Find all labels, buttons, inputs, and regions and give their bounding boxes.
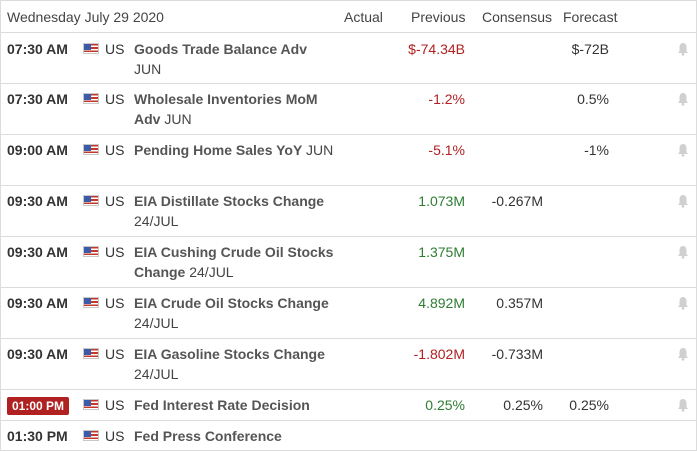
event-row[interactable]: 09:30 AM US EIA Gasoline Stocks Change 24/…	[1, 339, 696, 390]
event-row[interactable]: 07:30 AM US Wholesale Inventories MoM Adv …	[1, 84, 696, 135]
event-country: US	[105, 142, 125, 158]
us-flag-icon	[83, 144, 99, 155]
bell-icon[interactable]	[677, 347, 689, 361]
bell-icon[interactable]	[677, 398, 689, 412]
event-period: JUN	[164, 111, 192, 127]
event-period: 24/JUL	[134, 366, 179, 382]
event-period: JUN	[305, 142, 334, 158]
event-name: EIA Cushing Crude Oil Stocks Change	[134, 244, 334, 280]
event-previous: 1.375M	[418, 244, 465, 260]
bell-icon[interactable]	[677, 92, 689, 106]
bell-icon[interactable]	[677, 296, 689, 310]
calendar-header: Wednesday July 29 2020 Actual Previous C…	[1, 1, 696, 33]
event-name: Goods Trade Balance Adv	[134, 41, 307, 57]
event-consensus: -0.733M	[491, 346, 543, 362]
event-period: 24/JUL	[134, 315, 179, 331]
event-country: US	[105, 346, 125, 362]
event-row[interactable]: 09:30 AM US EIA Cushing Crude Oil Stocks C…	[1, 237, 696, 288]
event-name: Fed Interest Rate Decision	[134, 397, 310, 413]
header-actual: Actual	[344, 9, 383, 25]
event-consensus: -0.267M	[491, 193, 543, 209]
us-flag-icon	[83, 430, 99, 441]
event-title[interactable]: EIA Cushing Crude Oil Stocks Change 24/J…	[134, 242, 334, 282]
event-row[interactable]: 01:00 PM US Fed Interest Rate Decision 0.2…	[1, 390, 696, 421]
event-forecast: -1%	[584, 142, 609, 158]
event-row[interactable]: 09:30 AM US EIA Crude Oil Stocks Change 24…	[1, 288, 696, 339]
event-title[interactable]: EIA Distillate Stocks Change 24/JUL	[134, 191, 334, 231]
event-title[interactable]: Goods Trade Balance Adv JUN	[134, 39, 334, 79]
us-flag-icon	[83, 297, 99, 308]
event-country: US	[105, 244, 125, 260]
event-row[interactable]: 09:30 AM US EIA Distillate Stocks Change 2…	[1, 186, 696, 237]
event-row[interactable]: 07:30 AM US Goods Trade Balance Adv JUN $-7…	[1, 34, 696, 84]
event-forecast: 0.5%	[577, 91, 609, 107]
event-title[interactable]: Fed Interest Rate Decision	[134, 395, 334, 415]
event-title[interactable]: Wholesale Inventories MoM Adv JUN	[134, 89, 334, 129]
event-name: Wholesale Inventories MoM Adv	[134, 91, 318, 127]
event-country: US	[105, 428, 125, 444]
event-period: 24/JUL	[189, 264, 234, 280]
event-previous: 4.892M	[418, 295, 465, 311]
bell-icon[interactable]	[677, 42, 689, 56]
event-consensus: 0.357M	[496, 295, 543, 311]
event-name: Fed Press Conference	[134, 428, 282, 444]
us-flag-icon	[83, 399, 99, 410]
event-time: 09:00 AM	[7, 142, 68, 158]
event-previous: 0.25%	[425, 397, 465, 413]
event-name: EIA Crude Oil Stocks Change	[134, 295, 329, 311]
us-flag-icon	[83, 93, 99, 104]
us-flag-icon	[83, 348, 99, 359]
event-name: EIA Gasoline Stocks Change	[134, 346, 325, 362]
header-consensus: Consensus	[482, 9, 553, 25]
event-period: 24/JUL	[134, 213, 179, 229]
event-title[interactable]: EIA Crude Oil Stocks Change 24/JUL	[134, 293, 334, 333]
event-previous: -1.2%	[428, 91, 465, 107]
event-country: US	[105, 41, 125, 57]
event-time: 09:30 AM	[7, 295, 68, 311]
us-flag-icon	[83, 43, 99, 54]
event-time: 01:00 PM	[7, 397, 70, 415]
event-country: US	[105, 295, 125, 311]
header-date: Wednesday July 29 2020	[7, 9, 164, 25]
event-forecast: 0.25%	[569, 397, 609, 413]
event-forecast: $-72B	[571, 41, 609, 57]
bell-icon[interactable]	[677, 245, 689, 259]
event-time: 09:30 AM	[7, 244, 68, 260]
event-time: 07:30 AM	[7, 91, 68, 107]
event-title[interactable]: Fed Press Conference	[134, 426, 334, 446]
event-name: EIA Distillate Stocks Change	[134, 193, 325, 209]
event-row[interactable]: 09:00 AM US Pending Home Sales YoY JUN -5.1…	[1, 135, 696, 186]
event-period: JUN	[134, 61, 162, 77]
event-previous: -5.1%	[428, 142, 465, 158]
bell-icon[interactable]	[677, 194, 689, 208]
event-country: US	[105, 397, 125, 413]
event-time: 01:30 PM	[7, 428, 68, 444]
us-flag-icon	[83, 246, 99, 257]
event-previous: $-74.34B	[408, 41, 465, 57]
event-previous: 1.073M	[418, 193, 465, 209]
event-country: US	[105, 91, 125, 107]
us-flag-icon	[83, 195, 99, 206]
event-time: 09:30 AM	[7, 346, 68, 362]
header-forecast: Forecast	[563, 9, 618, 25]
event-title[interactable]: Pending Home Sales YoY JUN	[134, 140, 334, 160]
header-previous: Previous	[411, 9, 466, 25]
event-country: US	[105, 193, 125, 209]
event-consensus: 0.25%	[503, 397, 543, 413]
event-title[interactable]: EIA Gasoline Stocks Change 24/JUL	[134, 344, 334, 384]
bell-icon[interactable]	[677, 143, 689, 157]
event-time: 07:30 AM	[7, 41, 68, 57]
event-row[interactable]: 01:30 PM US Fed Press Conference	[1, 421, 696, 451]
event-time: 09:30 AM	[7, 193, 68, 209]
event-previous: -1.802M	[413, 346, 465, 362]
event-name: Pending Home Sales YoY	[134, 142, 303, 158]
